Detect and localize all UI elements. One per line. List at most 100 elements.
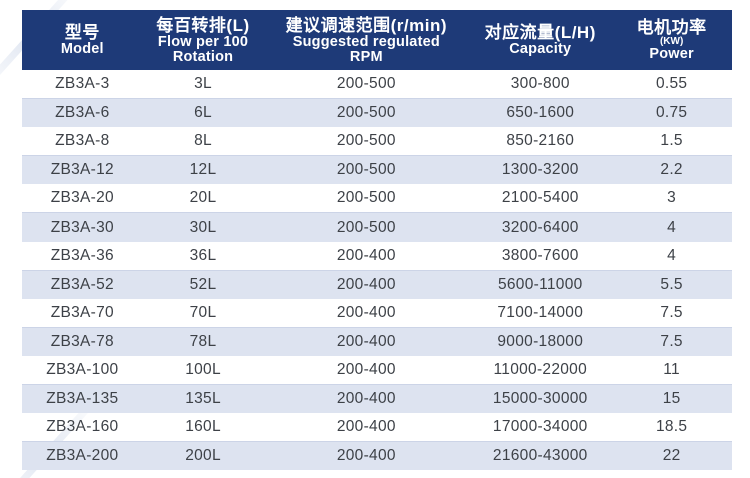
cell-model: ZB3A-135 xyxy=(22,384,143,414)
cell-capacity: 15000-30000 xyxy=(469,384,612,414)
table-row: ZB3A-78 78L 200-400 9000-18000 7.5 xyxy=(22,326,732,356)
cell-capacity: 650-1600 xyxy=(469,98,612,128)
cell-flow: 200L xyxy=(142,441,264,471)
cell-flow: 6L xyxy=(142,98,264,128)
cell-power: 0.55 xyxy=(655,75,688,93)
cell-model: ZB3A-30 xyxy=(22,212,143,242)
cell-power: 7.5 xyxy=(660,303,683,321)
header-zh-label: 每百转排(L) xyxy=(156,15,250,35)
cell-rpm: 200-400 xyxy=(336,418,396,436)
table-row: ZB3A-70 70L 200-400 7100-14000 7.5 xyxy=(22,299,732,328)
cell-flow: 135L xyxy=(142,384,264,414)
cell-rpm: 200-400 xyxy=(263,384,470,414)
cell-power: 1.5 xyxy=(660,132,683,150)
cell-capacity: 9000-18000 xyxy=(469,326,612,356)
cell-power: 3 xyxy=(667,189,677,207)
cell-power: 5.5 xyxy=(611,269,732,299)
cell-flow: 100L xyxy=(185,360,221,378)
cell-rpm: 200-500 xyxy=(336,75,396,93)
table-row: ZB3A-30 30L 200-500 3200-6400 4 xyxy=(22,212,732,242)
cell-capacity: 2100-5400 xyxy=(501,189,579,207)
column-header-flow: 每百转排(L) Flow per 100 Rotation xyxy=(142,10,264,70)
table-row: ZB3A-100 100L 200-400 11000-22000 11 xyxy=(22,356,732,385)
cell-power: 2.2 xyxy=(611,155,732,185)
table-row: ZB3A-3 3L 200-500 300-800 0.55 xyxy=(22,70,732,99)
cell-flow: 78L xyxy=(142,326,264,356)
header-zh-label: 建议调速范围(r/min) xyxy=(285,15,448,35)
cell-flow: 160L xyxy=(185,418,221,436)
cell-capacity: 5600-11000 xyxy=(469,269,612,299)
cell-model: ZB3A-3 xyxy=(55,75,110,93)
column-header-model: 型号 Model xyxy=(22,10,143,70)
header-zh-label: 对应流量(L/H) xyxy=(484,23,596,42)
table-row: ZB3A-8 8L 200-500 850-2160 1.5 xyxy=(22,127,732,156)
column-header-capacity-text: 对应流量(L/H) Capacity xyxy=(469,10,611,70)
table-row: ZB3A-36 36L 200-400 3800-7600 4 xyxy=(22,242,732,271)
table-row: ZB3A-20 20L 200-500 2100-5400 3 xyxy=(22,184,732,213)
cell-capacity: 3200-6400 xyxy=(469,212,612,242)
cell-rpm: 200-400 xyxy=(336,303,396,321)
pump-spec-table: 型号 Model 每百转排(L) Flow per 100 Rotation 建议调速范围… xyxy=(22,10,732,471)
cell-model: ZB3A-6 xyxy=(22,98,143,128)
cell-flow: 36L xyxy=(189,246,217,264)
cell-model: ZB3A-8 xyxy=(55,132,110,150)
cell-model: ZB3A-36 xyxy=(50,246,114,264)
cell-model: ZB3A-160 xyxy=(46,418,119,436)
cell-rpm: 200-400 xyxy=(263,326,470,356)
cell-capacity: 1300-3200 xyxy=(469,155,612,185)
cell-model: ZB3A-70 xyxy=(50,303,114,321)
table-row: ZB3A-6 6L 200-500 650-1600 0.75 xyxy=(22,98,732,128)
cell-model: ZB3A-100 xyxy=(46,360,119,378)
cell-capacity: 7100-14000 xyxy=(497,303,584,321)
table-row: ZB3A-12 12L 200-500 1300-3200 2.2 xyxy=(22,155,732,185)
header-en-label: Suggested regulated xyxy=(292,33,440,50)
cell-model: ZB3A-20 xyxy=(50,189,114,207)
table-row: ZB3A-160 160L 200-400 17000-34000 18.5 xyxy=(22,413,732,442)
column-header-rpm: 建议调速范围(r/min) Suggested regulated RPM xyxy=(263,10,470,70)
header-zh-label: 型号 xyxy=(64,23,100,42)
column-header-rpm-text: 建议调速范围(r/min) Suggested regulated RPM xyxy=(263,10,469,70)
header-sub-label: (KW) xyxy=(659,36,684,47)
header-en-label: Flow per 100 xyxy=(157,33,249,50)
header-zh-label: 电机功率 xyxy=(636,18,707,37)
cell-power: 11 xyxy=(663,360,680,378)
cell-rpm: 200-500 xyxy=(336,132,396,150)
header-row: 型号 Model 每百转排(L) Flow per 100 Rotation 建议调速范围… xyxy=(22,10,732,70)
cell-power: 0.75 xyxy=(611,98,732,128)
cell-rpm: 200-500 xyxy=(263,98,470,128)
cell-rpm: 200-500 xyxy=(263,155,470,185)
cell-rpm: 200-400 xyxy=(263,441,470,471)
column-header-power-text: 电机功率 (KW) Power xyxy=(611,10,732,70)
column-header-model-text: 型号 Model xyxy=(22,10,143,70)
table-row: ZB3A-135 135L 200-400 15000-30000 15 xyxy=(22,384,732,414)
column-header-capacity: 对应流量(L/H) Capacity xyxy=(469,10,612,70)
cell-power: 4 xyxy=(667,246,677,264)
header-en-label: Model xyxy=(60,41,104,57)
cell-rpm: 200-500 xyxy=(263,212,470,242)
cell-power: 18.5 xyxy=(655,418,688,436)
column-header-flow-text: 每百转排(L) Flow per 100 Rotation xyxy=(143,10,264,70)
cell-capacity: 850-2160 xyxy=(506,132,575,150)
cell-model: ZB3A-200 xyxy=(22,441,143,471)
header-en-label: Rotation xyxy=(172,48,234,65)
table-row: ZB3A-52 52L 200-400 5600-11000 5.5 xyxy=(22,269,732,299)
cell-flow: 52L xyxy=(142,269,264,299)
cell-flow: 30L xyxy=(142,212,264,242)
cell-rpm: 200-400 xyxy=(336,246,396,264)
cell-flow: 20L xyxy=(189,189,217,207)
table-body: ZB3A-3 3L 200-500 300-800 0.55 ZB3A-6 6L 200-50… xyxy=(22,70,732,471)
cell-model: ZB3A-78 xyxy=(22,326,143,356)
cell-capacity: 300-800 xyxy=(510,75,570,93)
cell-capacity: 11000-22000 xyxy=(493,360,588,378)
pump-spec-table-wrap: 型号 Model 每百转排(L) Flow per 100 Rotation 建议调速范围… xyxy=(22,10,732,471)
cell-power: 7.5 xyxy=(611,326,732,356)
cell-rpm: 200-400 xyxy=(263,269,470,299)
cell-flow: 12L xyxy=(142,155,264,185)
header-en-label: RPM xyxy=(349,48,383,65)
header-en-label: Capacity xyxy=(509,41,572,57)
cell-flow: 8L xyxy=(194,132,212,150)
cell-rpm: 200-500 xyxy=(336,189,396,207)
cell-power: 15 xyxy=(611,384,732,414)
table-header: 型号 Model 每百转排(L) Flow per 100 Rotation 建议调速范围… xyxy=(22,10,732,70)
